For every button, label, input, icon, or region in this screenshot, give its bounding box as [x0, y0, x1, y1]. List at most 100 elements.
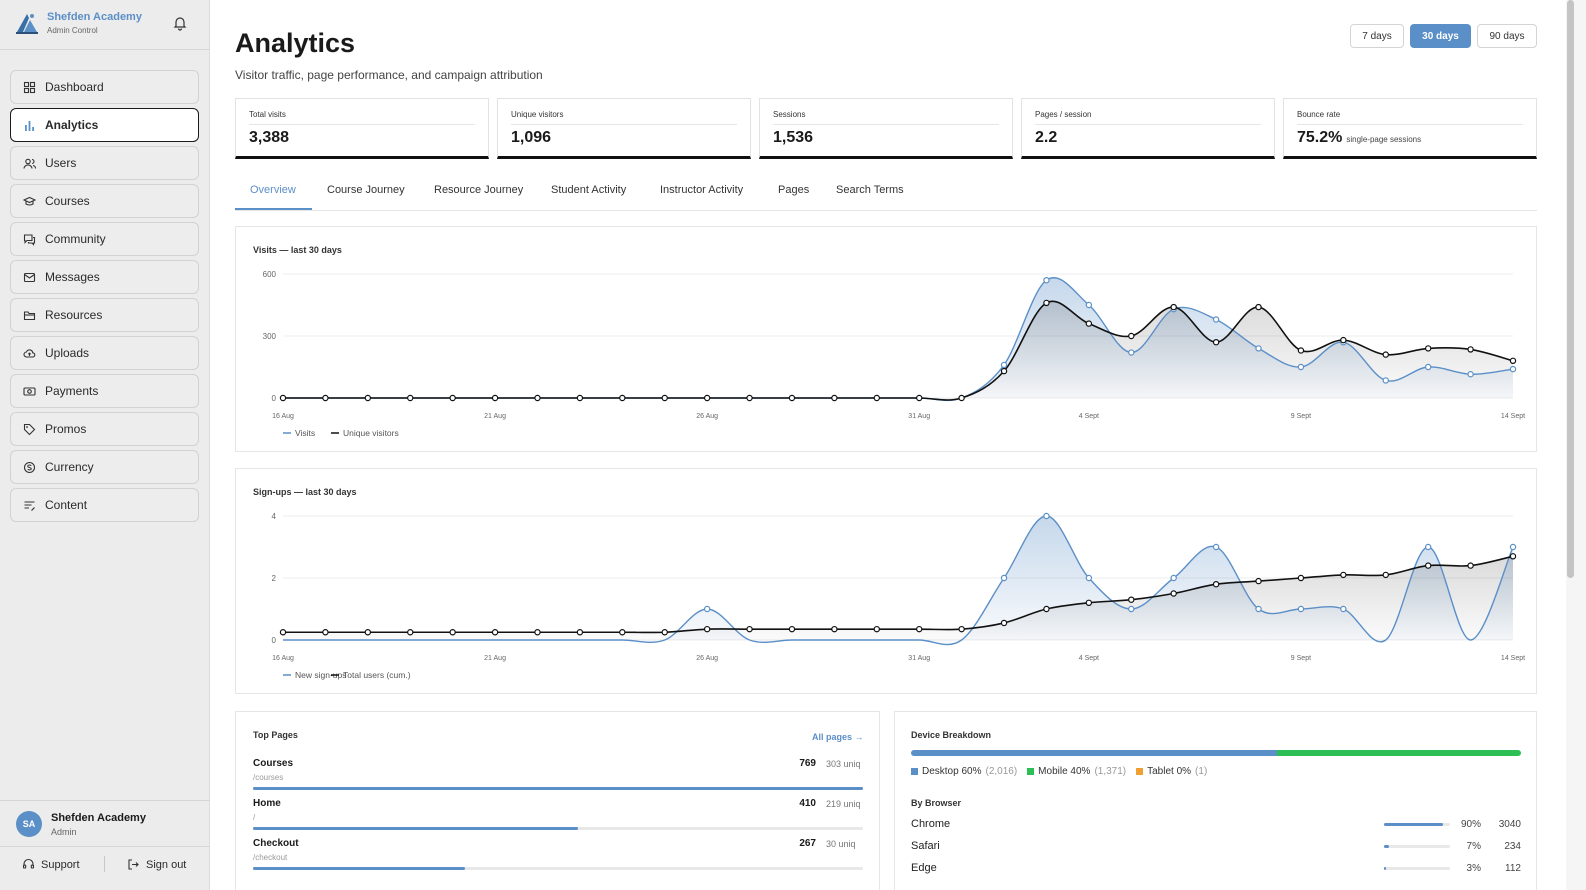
sidebar-item-dashboard[interactable]: Dashboard — [10, 70, 199, 104]
sidebar-item-analytics[interactable]: Analytics — [10, 108, 199, 142]
tab-search-terms[interactable]: Search Terms — [836, 184, 904, 196]
data-point — [703, 605, 711, 613]
sidebar-item-courses[interactable]: Courses — [10, 184, 199, 218]
range-30-days-button[interactable]: 30 days — [1410, 24, 1471, 48]
top-page-unique: 30 uniq — [826, 839, 856, 849]
stat-total-visits: Total visits 3,388 — [235, 98, 489, 159]
top-page-bar-track — [253, 787, 863, 790]
sidebar-item-content[interactable]: Content — [10, 488, 199, 522]
analytics-tabs: Overview Course Journey Resource Journey… — [235, 180, 1537, 211]
y-tick-label: 600 — [263, 270, 277, 279]
data-point — [1382, 571, 1389, 579]
data-point — [1170, 574, 1177, 582]
data-point — [279, 629, 287, 636]
all-pages-link[interactable]: All pages → — [812, 732, 864, 742]
stat-label: Sessions — [773, 110, 806, 119]
support-link[interactable]: Support — [22, 858, 80, 871]
tag-icon — [23, 423, 36, 436]
brand-header: Shefden Academy Admin Control — [0, 0, 210, 50]
device-breakdown-title: Device Breakdown — [911, 730, 992, 740]
sidebar-item-resources[interactable]: Resources — [10, 298, 199, 332]
tab-pages[interactable]: Pages — [778, 184, 810, 196]
signups-chart: 0 2 4 16 Aug 21 Aug 26 Aug 31 Aug 4 Sept 9 Sept 1… — [272, 512, 1526, 680]
user-name: Shefden Academy — [51, 812, 146, 824]
tab-overview[interactable]: Overview — [250, 184, 296, 196]
data-point — [1170, 590, 1177, 597]
active-tab-indicator — [235, 208, 312, 210]
data-point — [1509, 357, 1517, 364]
data-point — [1212, 338, 1220, 346]
data-point — [1000, 367, 1008, 375]
device-count: (1,371) — [1094, 766, 1127, 777]
user-profile[interactable]: SA Shefden Academy Admin — [0, 800, 210, 846]
sidebar-item-label: Content — [45, 498, 88, 512]
tab-student-activity[interactable]: Student Activity — [551, 184, 627, 196]
stat-divider — [773, 124, 999, 125]
brand-subtitle: Admin Control — [47, 26, 98, 35]
x-tick-label: 14 Sept — [1501, 655, 1525, 662]
data-point — [534, 629, 541, 636]
data-point — [746, 625, 753, 633]
data-point — [1255, 345, 1262, 352]
sidebar-item-label: Uploads — [45, 346, 90, 360]
sidebar-item-promos[interactable]: Promos — [10, 412, 199, 446]
sidebar-item-currency[interactable]: Currency — [10, 450, 199, 484]
support-label: Support — [41, 858, 80, 871]
data-point — [916, 394, 923, 402]
data-point — [449, 629, 456, 636]
sidebar-item-uploads[interactable]: Uploads — [10, 336, 199, 370]
tab-course-journey[interactable]: Course Journey — [327, 184, 405, 196]
range-90-days-button[interactable]: 90 days — [1477, 24, 1537, 48]
banknote-icon — [23, 385, 36, 398]
top-page-name[interactable]: Home — [253, 798, 281, 809]
x-tick-label: 16 Aug — [272, 413, 294, 420]
data-point — [576, 629, 584, 636]
bell-icon[interactable] — [172, 15, 188, 31]
top-pages-card: Top Pages All pages → Courses/courses 769… — [235, 711, 880, 890]
browser-bar-fill — [1384, 845, 1389, 848]
chart-title: Visits — last 30 days — [253, 245, 342, 255]
top-page-unique: 219 uniq — [826, 799, 861, 809]
page-scrollbar-thumb[interactable] — [1567, 0, 1574, 578]
data-point — [1424, 543, 1432, 551]
tab-resource-journey[interactable]: Resource Journey — [434, 184, 524, 196]
legend-label: Unique visitors — [343, 428, 399, 438]
browser-pct: 7% — [1466, 841, 1481, 852]
data-point — [873, 394, 880, 402]
sidebar-item-community[interactable]: Community — [10, 222, 199, 256]
data-point — [364, 394, 372, 402]
data-point — [407, 394, 414, 402]
data-point — [449, 394, 456, 402]
x-tick-label: 9 Sept — [1291, 413, 1311, 420]
range-7-days-button[interactable]: 7 days — [1350, 24, 1404, 48]
headset-icon — [22, 858, 35, 869]
top-page-name[interactable]: Courses — [253, 758, 294, 769]
data-point — [788, 394, 796, 402]
data-point — [1255, 605, 1262, 613]
data-point — [1128, 605, 1135, 613]
sign-out-button[interactable]: Sign out — [127, 858, 186, 871]
sidebar-footer: Support Sign out — [0, 846, 210, 880]
legend-label: Total users (cum.) — [343, 670, 411, 680]
data-point — [1212, 543, 1220, 551]
device-share-segment — [1277, 750, 1521, 756]
data-point — [1509, 543, 1517, 551]
data-point — [1085, 301, 1093, 309]
sidebar-item-messages[interactable]: Messages — [10, 260, 199, 294]
stat-divider — [1035, 124, 1261, 125]
data-point — [619, 629, 626, 636]
data-point — [1000, 574, 1008, 582]
top-page-name[interactable]: Checkout — [253, 838, 299, 849]
device-share-bar — [911, 750, 1521, 756]
tab-instructor-activity[interactable]: Instructor Activity — [660, 184, 744, 196]
data-point — [1297, 363, 1305, 371]
sidebar-item-users[interactable]: Users — [10, 146, 199, 180]
data-point — [1382, 377, 1389, 384]
sidebar-item-payments[interactable]: Payments — [10, 374, 199, 408]
series-area-2 — [283, 556, 1513, 640]
x-tick-label: 14 Sept — [1501, 413, 1525, 420]
data-point — [788, 625, 796, 633]
footer-divider — [104, 856, 105, 872]
data-point — [1170, 303, 1177, 311]
stat-value: 1,536 — [773, 129, 814, 146]
